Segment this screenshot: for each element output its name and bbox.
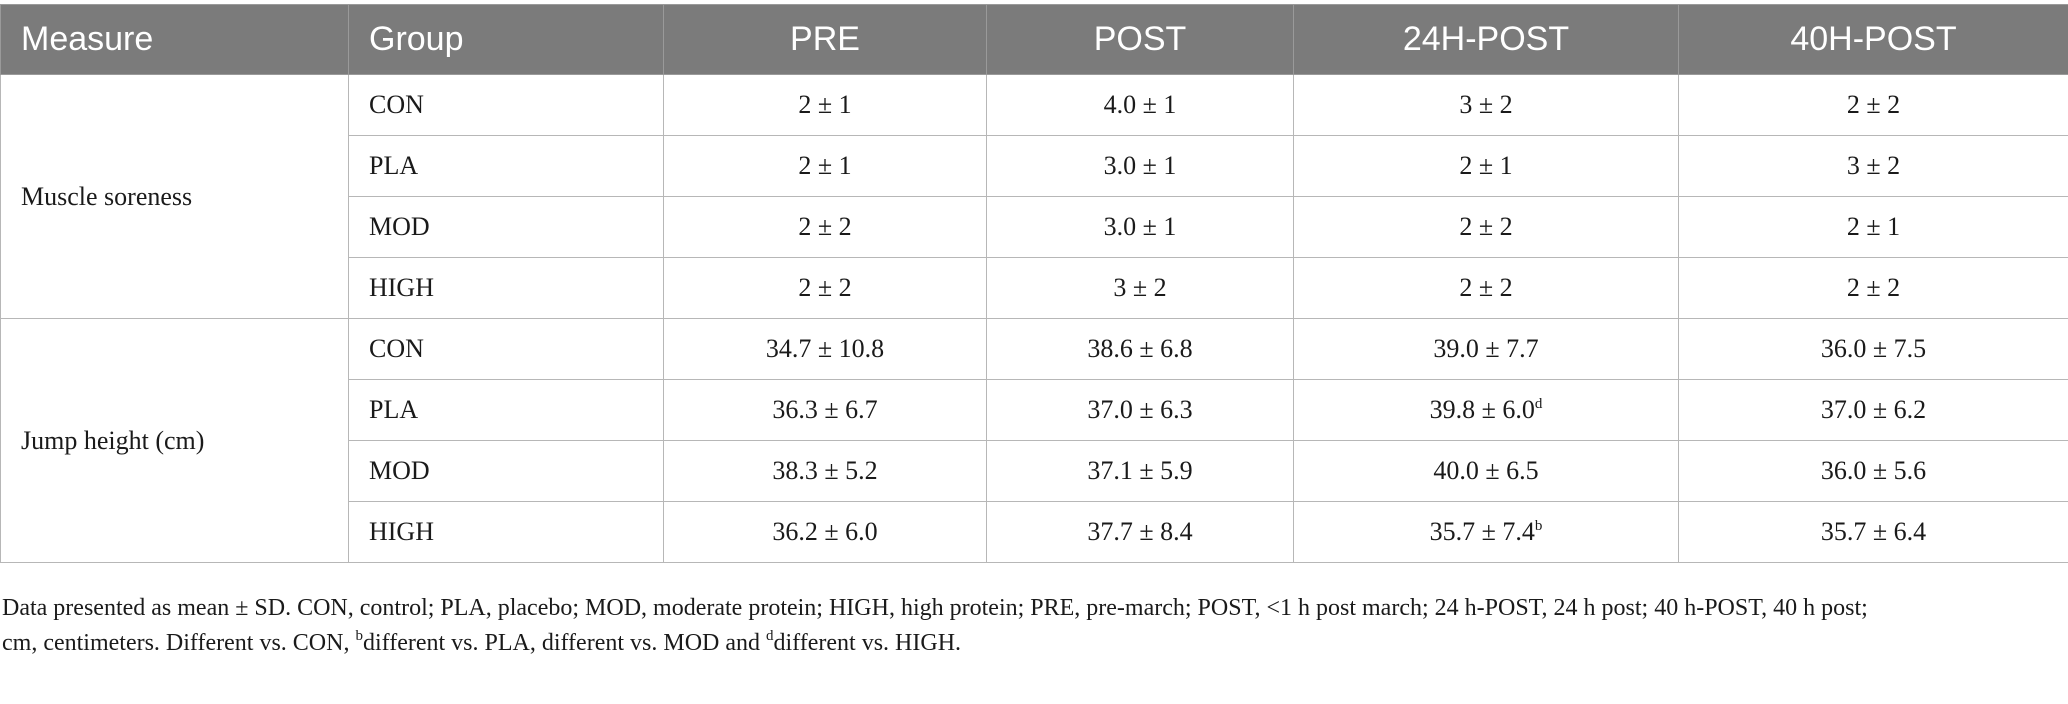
- value-cell: 3.0 ± 1: [986, 135, 1294, 197]
- footnote-sup-b: b: [355, 628, 363, 644]
- value-cell: 3 ± 2: [1293, 74, 1679, 136]
- value-cell: 3 ± 2: [986, 257, 1294, 319]
- value-cell: 36.3 ± 6.7: [663, 379, 987, 441]
- group-cell: CON: [348, 318, 664, 380]
- group-cell: HIGH: [348, 257, 664, 319]
- value-cell: 37.7 ± 8.4: [986, 501, 1294, 563]
- value-text: 35.7 ± 7.4: [1429, 517, 1535, 546]
- footnote-line-1: Data presented as mean ± SD. CON, contro…: [2, 595, 1868, 621]
- header-measure: Measure: [0, 4, 349, 75]
- header-group: Group: [348, 4, 664, 75]
- measure-cell: Muscle soreness: [0, 74, 349, 319]
- group-cell: MOD: [348, 440, 664, 502]
- header-row: Measure Group PRE POST 24H-POST 40H-POST: [0, 4, 2068, 75]
- value-cell: 38.3 ± 5.2: [663, 440, 987, 502]
- value-cell: 3 ± 2: [1678, 135, 2068, 197]
- table-row: MOD 2 ± 2 3.0 ± 1 2 ± 2 2 ± 1: [1, 196, 2068, 258]
- table-row: Muscle soreness CON 2 ± 1 4.0 ± 1 3 ± 2 …: [0, 74, 2068, 319]
- table-row: Jump height (cm) CON 34.7 ± 10.8 38.6 ± …: [0, 318, 2068, 563]
- table-row: MOD 38.3 ± 5.2 37.1 ± 5.9 40.0 ± 6.5 36.…: [1, 440, 2068, 502]
- header-24h-post: 24H-POST: [1293, 4, 1679, 75]
- footnote-text: different vs. HIGH.: [773, 630, 962, 656]
- value-cell: 2 ± 2: [663, 257, 987, 319]
- value-cell: 34.7 ± 10.8: [663, 318, 987, 380]
- superscript-d: d: [1534, 396, 1543, 412]
- footnote-line-2: cm, centimeters. Different vs. CON, bdif…: [2, 626, 2062, 661]
- group-cell: MOD: [348, 196, 664, 258]
- group-cell: PLA: [348, 379, 664, 441]
- value-cell: 2 ± 1: [1678, 196, 2068, 258]
- value-cell: 38.6 ± 6.8: [986, 318, 1294, 380]
- value-cell: 2 ± 2: [1678, 74, 2068, 136]
- group-cell: HIGH: [348, 501, 664, 563]
- header-post: POST: [986, 4, 1294, 75]
- footnote-text: different vs. PLA, different vs. MOD and: [362, 630, 767, 656]
- value-cell: 40.0 ± 6.5: [1293, 440, 1679, 502]
- value-cell: 2 ± 1: [1293, 135, 1679, 197]
- group-cell: CON: [348, 74, 664, 136]
- value-cell: 2 ± 2: [663, 196, 987, 258]
- value-cell: 37.0 ± 6.2: [1678, 379, 2068, 441]
- table-footnote: Data presented as mean ± SD. CON, contro…: [2, 591, 2062, 661]
- value-cell: 4.0 ± 1: [986, 74, 1294, 136]
- value-cell: 37.0 ± 6.3: [986, 379, 1294, 441]
- group-cell: PLA: [348, 135, 664, 197]
- value-cell: 39.0 ± 7.7: [1293, 318, 1679, 380]
- header-40h-post: 40H-POST: [1678, 4, 2068, 75]
- table-row: PLA 36.3 ± 6.7 37.0 ± 6.3 39.8 ± 6.0d 37…: [1, 379, 2068, 441]
- footnote-sup-d: d: [766, 628, 774, 644]
- results-table: Measure Group PRE POST 24H-POST 40H-POST…: [0, 4, 2068, 563]
- table-row: HIGH 36.2 ± 6.0 37.7 ± 8.4 35.7 ± 7.4b 3…: [1, 501, 2068, 563]
- value-cell: 35.7 ± 7.4b: [1293, 501, 1679, 563]
- superscript-b: b: [1534, 518, 1543, 534]
- value-cell: 2 ± 1: [663, 135, 987, 197]
- value-cell: 2 ± 2: [1293, 257, 1679, 319]
- value-cell: 36.0 ± 7.5: [1678, 318, 2068, 380]
- value-text: 39.8 ± 6.0: [1429, 395, 1535, 424]
- value-cell: 2 ± 2: [1293, 196, 1679, 258]
- value-cell: 35.7 ± 6.4: [1678, 501, 2068, 563]
- value-cell: 3.0 ± 1: [986, 196, 1294, 258]
- value-cell: 2 ± 1: [663, 74, 987, 136]
- table-row: HIGH 2 ± 2 3 ± 2 2 ± 2 2 ± 2: [1, 257, 2068, 319]
- measure-cell: Jump height (cm): [0, 318, 349, 563]
- header-pre: PRE: [663, 4, 987, 75]
- value-cell: 39.8 ± 6.0d: [1293, 379, 1679, 441]
- value-cell: 36.2 ± 6.0: [663, 501, 987, 563]
- value-cell: 2 ± 2: [1678, 257, 2068, 319]
- footnote-text: cm, centimeters. Different vs. CON,: [2, 630, 356, 656]
- value-cell: 37.1 ± 5.9: [986, 440, 1294, 502]
- value-cell: 36.0 ± 5.6: [1678, 440, 2068, 502]
